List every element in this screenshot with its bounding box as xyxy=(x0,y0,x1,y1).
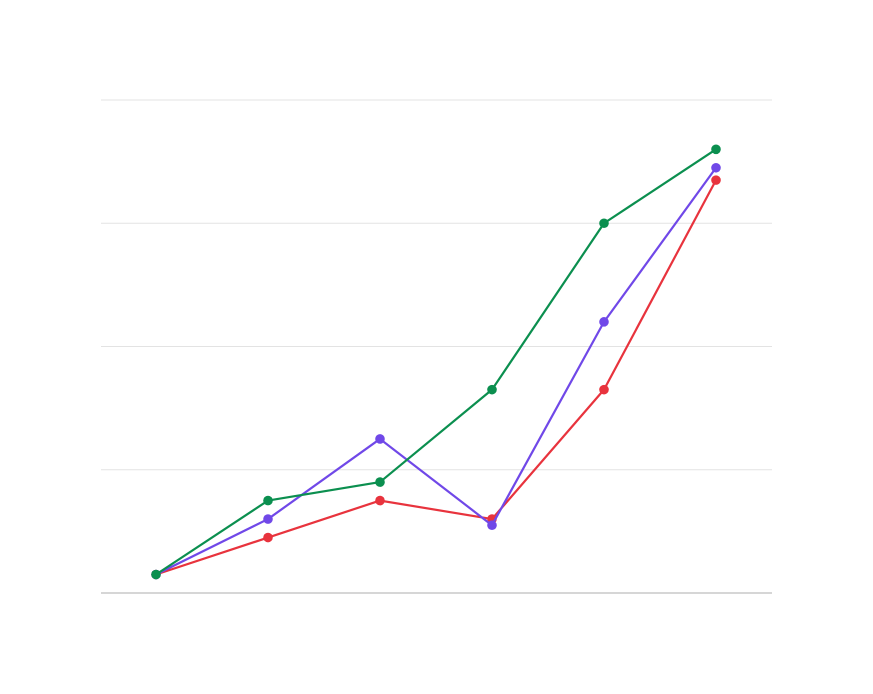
data-point[interactable] xyxy=(599,218,609,229)
data-point[interactable] xyxy=(375,477,385,487)
series-layer xyxy=(151,144,721,580)
grid-lines xyxy=(101,99,772,594)
series-line xyxy=(155,148,717,576)
data-point[interactable] xyxy=(263,495,273,506)
data-point[interactable] xyxy=(487,520,497,531)
series-2 xyxy=(151,162,721,580)
data-point[interactable] xyxy=(375,495,385,506)
data-point[interactable] xyxy=(599,384,609,395)
data-point[interactable] xyxy=(375,434,385,444)
data-point[interactable] xyxy=(711,144,721,155)
data-point[interactable] xyxy=(487,384,497,395)
data-point[interactable] xyxy=(151,569,161,580)
data-point[interactable] xyxy=(263,514,273,524)
data-point[interactable] xyxy=(711,162,721,173)
series-line xyxy=(155,179,717,576)
data-point[interactable] xyxy=(711,175,721,185)
series-3 xyxy=(151,144,721,580)
data-point[interactable] xyxy=(263,532,273,543)
data-point[interactable] xyxy=(599,317,609,327)
series-1 xyxy=(151,175,721,580)
series-line xyxy=(155,167,717,576)
